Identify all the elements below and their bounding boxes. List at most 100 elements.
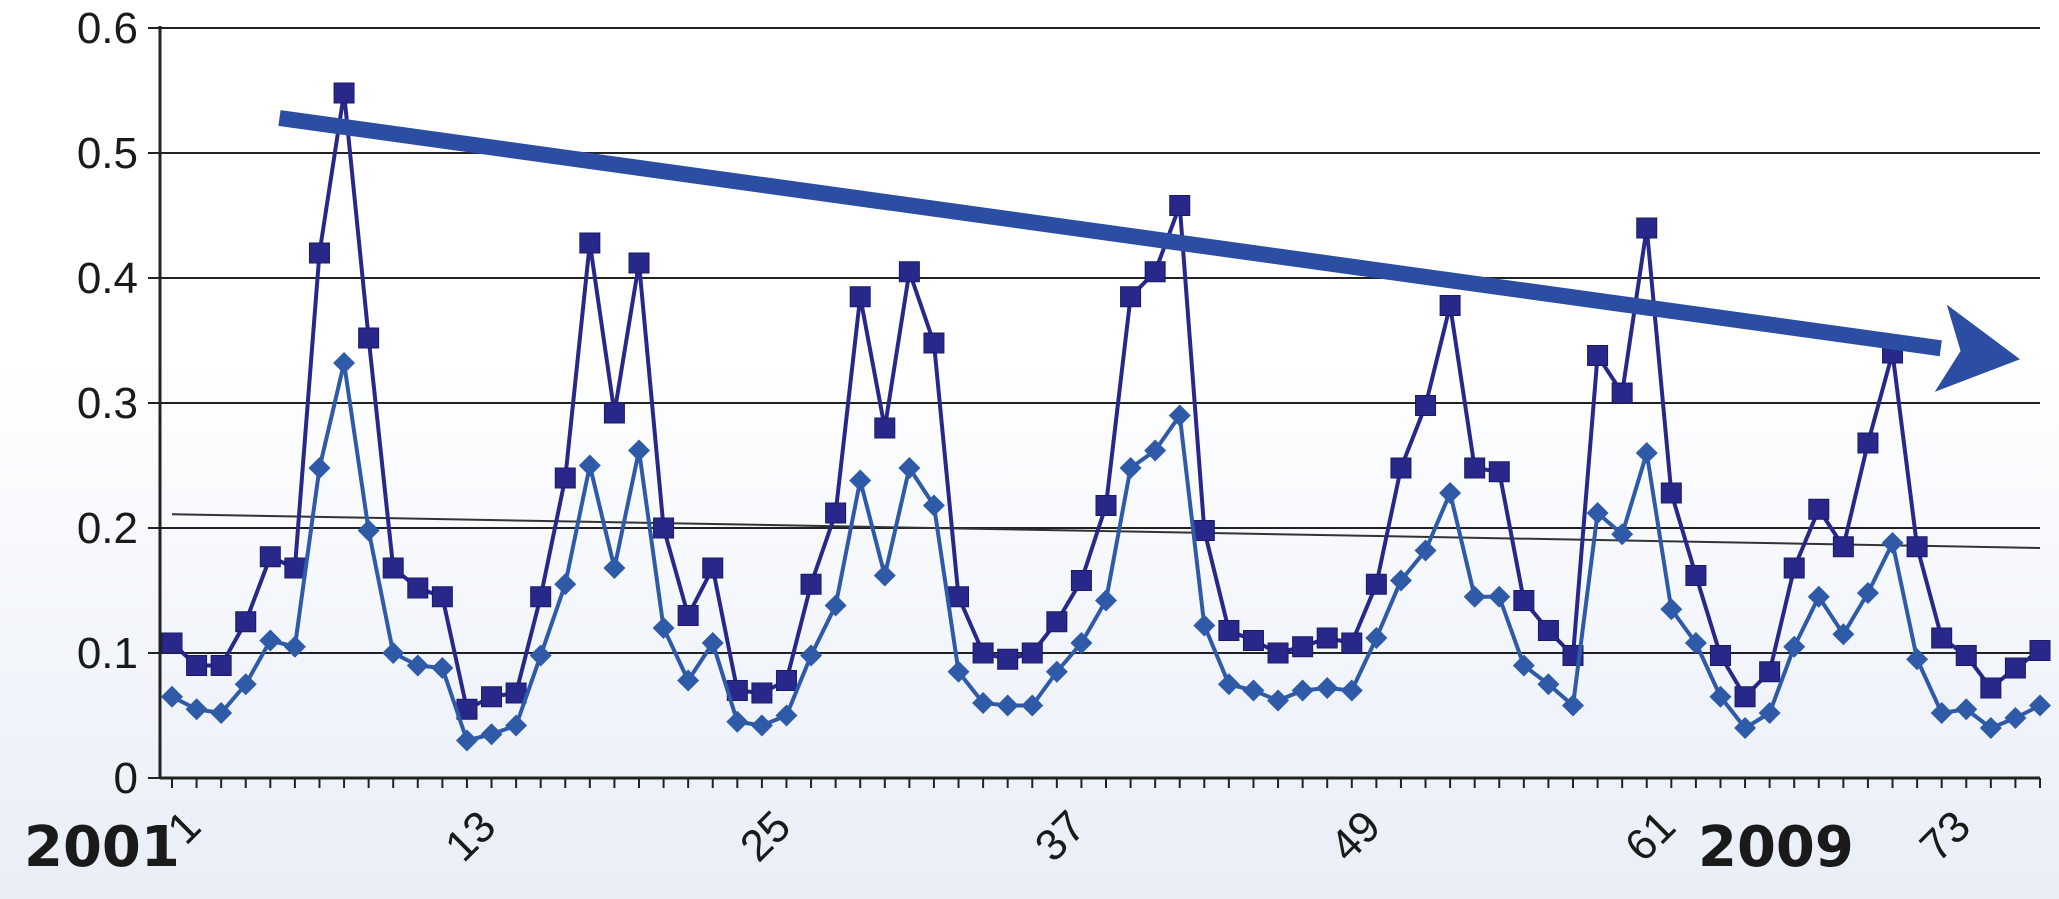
data-point — [702, 557, 724, 579]
data-point — [677, 669, 700, 692]
year-start-label: 2001 — [24, 815, 180, 880]
y-tick-label: 0.6 — [77, 4, 138, 53]
data-point — [849, 469, 872, 492]
data-point — [1931, 627, 1953, 649]
data-point — [1537, 673, 1560, 696]
data-point — [1906, 536, 1928, 558]
data-point — [1390, 457, 1412, 479]
data-point — [1857, 432, 1879, 454]
y-tick-label: 0.1 — [77, 629, 138, 678]
data-point — [235, 611, 257, 633]
data-point — [1955, 698, 1978, 721]
linear-trendline — [171, 513, 2041, 549]
data-point — [775, 670, 797, 691]
data-point — [1807, 585, 1830, 608]
data-point — [1242, 630, 1264, 651]
data-point — [407, 577, 429, 599]
data-point — [481, 686, 503, 708]
y-tick-label: 0.4 — [77, 254, 138, 303]
data-point — [455, 729, 478, 752]
data-point — [1513, 590, 1535, 611]
data-point — [1512, 654, 1535, 677]
series-1 — [161, 82, 2051, 720]
data-point — [554, 573, 577, 596]
x-tick-label: 61 — [1616, 802, 1685, 871]
data-point — [1709, 685, 1732, 708]
data-point — [1635, 442, 1658, 464]
data-point — [1587, 345, 1609, 366]
data-point — [923, 332, 945, 354]
data-point — [1218, 620, 1240, 641]
data-point — [1144, 261, 1166, 283]
data-point — [186, 655, 208, 676]
data-point — [1611, 523, 1634, 546]
data-point — [1488, 461, 1510, 483]
x-tick-label: 13 — [436, 802, 505, 871]
data-point — [284, 557, 306, 579]
x-tick-label: 37 — [1026, 802, 1095, 871]
data-point — [800, 644, 823, 667]
data-point — [480, 723, 503, 746]
data-point — [1684, 632, 1707, 654]
data-point — [1586, 502, 1609, 524]
data-point — [1832, 536, 1854, 558]
data-point — [1070, 570, 1092, 591]
data-point — [1021, 642, 1043, 664]
data-point — [161, 685, 183, 708]
data-point — [653, 517, 675, 539]
trend-arrow-layer — [278, 110, 2020, 392]
data-point — [382, 557, 404, 579]
data-point — [579, 232, 601, 254]
x-tick-label: 25 — [731, 802, 800, 871]
trend-arrow-head — [1934, 304, 2020, 392]
data-point — [1808, 498, 1830, 520]
data-point — [849, 286, 871, 308]
data-point — [1120, 286, 1142, 308]
data-point — [1832, 623, 1855, 646]
data-point — [947, 660, 970, 683]
data-point — [1660, 598, 1683, 621]
data-point — [1783, 557, 1805, 579]
data-point — [997, 648, 1019, 670]
x-tick-label: 73 — [1911, 802, 1980, 871]
data-point — [308, 457, 331, 479]
data-point — [161, 632, 183, 654]
data-point — [750, 714, 773, 737]
data-point — [922, 494, 945, 517]
data-point — [800, 573, 822, 595]
data-point — [2004, 707, 2027, 729]
data-point — [1144, 439, 1167, 462]
data-point — [628, 252, 650, 274]
data-point — [1734, 686, 1756, 708]
data-point — [824, 594, 847, 617]
data-point — [628, 439, 650, 462]
data-point — [1365, 573, 1387, 595]
data-point — [1340, 679, 1363, 702]
y-tick-label: 0.3 — [77, 379, 138, 428]
data-point — [1783, 635, 1806, 658]
data-point — [1906, 648, 1929, 671]
gridlines — [160, 27, 2040, 654]
data-point — [1709, 645, 1731, 666]
data-point — [333, 352, 356, 374]
data-point — [1856, 582, 1879, 604]
data-point — [530, 586, 552, 608]
data-point — [898, 457, 921, 479]
data-point — [234, 673, 257, 696]
data-point — [972, 642, 994, 664]
y-tick-label: 0 — [114, 754, 138, 803]
data-point — [210, 655, 232, 676]
data-point — [1881, 532, 1904, 554]
data-point — [677, 605, 699, 626]
data-point — [333, 82, 355, 104]
data-point — [1439, 482, 1462, 504]
data-point — [1291, 679, 1314, 702]
data-point — [1979, 717, 2002, 739]
data-point — [1660, 482, 1682, 504]
data-point — [554, 467, 576, 489]
data-point — [1414, 539, 1437, 562]
data-point — [578, 454, 601, 477]
data-point — [652, 617, 675, 639]
data-point — [1463, 585, 1486, 608]
